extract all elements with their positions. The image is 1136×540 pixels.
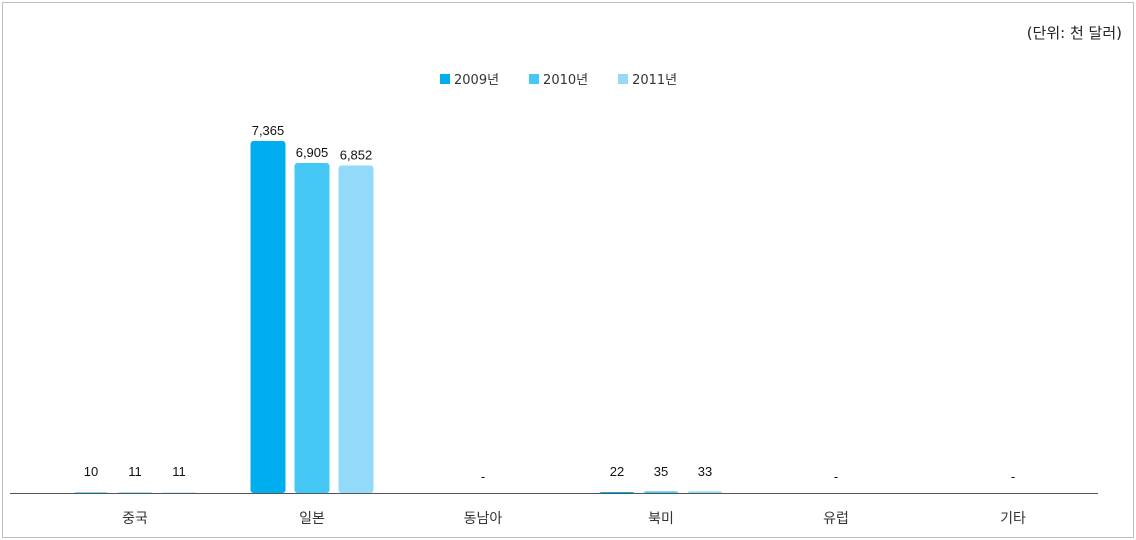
data-label-일본-2010년: 6,905	[296, 145, 329, 160]
bar-일본-2011년	[338, 165, 374, 493]
data-label-동남아-2009년: -	[481, 469, 485, 484]
bar-중국-2011년	[161, 492, 197, 493]
bar-북미-2010년	[643, 491, 679, 493]
unit-label: (단위: 천 달러)	[1026, 24, 1122, 42]
data-label-일본-2009년: 7,365	[252, 123, 285, 138]
legend-item-2011: 2011년	[618, 69, 677, 88]
category-label-중국: 중국	[122, 511, 148, 527]
category-label-일본: 일본	[299, 511, 325, 527]
bar-중국-2010년	[117, 492, 153, 493]
data-label-중국-2011년: 11	[172, 464, 186, 479]
data-label-유럽-2009년: -	[834, 469, 838, 484]
data-label-중국-2009년: 10	[84, 464, 98, 479]
legend-swatch-2011	[618, 73, 629, 84]
data-label-북미-2009년: 22	[610, 464, 624, 479]
data-label-기타-2009년: -	[1011, 469, 1015, 484]
category-label-북미: 북미	[648, 511, 674, 527]
category-label-유럽: 유럽	[823, 511, 849, 527]
bar-북미-2011년	[687, 491, 723, 493]
data-label-중국-2010년: 11	[128, 464, 142, 479]
legend: 2009년 2010년 2011년	[440, 69, 677, 88]
legend-swatch-2010	[529, 73, 540, 84]
legend-label-2011: 2011년	[632, 73, 678, 88]
legend-swatch-2009	[440, 73, 450, 84]
legend-label-2010: 2010년	[543, 73, 589, 88]
data-label-북미-2010년: 35	[654, 464, 668, 479]
legend-item-2009: 2009년	[440, 69, 499, 88]
bar-일본-2009년	[250, 141, 286, 493]
data-label-북미-2011년: 33	[698, 464, 712, 479]
category-label-기타: 기타	[1000, 511, 1026, 527]
legend-item-2010: 2010년	[529, 69, 588, 88]
bar-일본-2010년	[294, 162, 330, 494]
legend-label-2009: 2009년	[454, 73, 500, 88]
category-label-동남아: 동남아	[464, 511, 503, 527]
bar-북미-2009년	[599, 491, 635, 493]
data-label-일본-2011년: 6,852	[340, 148, 373, 163]
